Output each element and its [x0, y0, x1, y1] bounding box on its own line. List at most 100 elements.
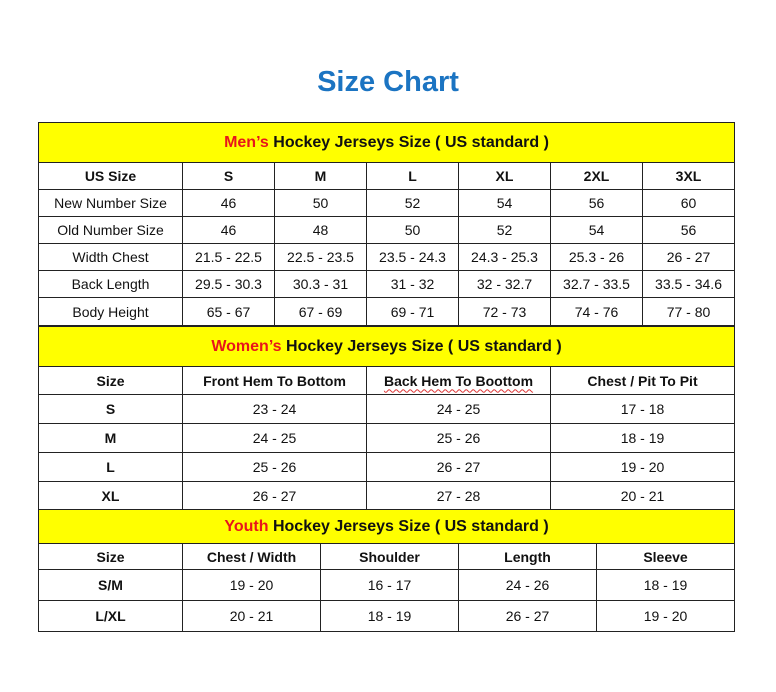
column-header: Chest / Width — [182, 543, 321, 570]
table-cell: 54 — [458, 189, 551, 217]
table-cell: 46 — [182, 189, 275, 217]
table-cell: 22.5 - 23.5 — [274, 243, 367, 271]
column-header: 3XL — [641, 162, 736, 190]
row-label: S/M — [38, 569, 183, 601]
heading-accent: Youth — [224, 517, 269, 535]
table-cell: 20 - 21 — [549, 481, 736, 510]
column-header: XL — [458, 162, 551, 190]
column-header-label: Sleeve — [643, 548, 688, 565]
table-cell: 56 — [550, 189, 643, 217]
womens-size-table: Women’s Hockey Jerseys Size ( US standar… — [37, 326, 736, 510]
page-title: Size Chart — [317, 66, 459, 98]
table-cell: 31 - 32 — [366, 270, 459, 298]
table-cell: 52 — [458, 216, 551, 244]
table-row: L 25 - 26 26 - 27 19 - 20 — [38, 452, 736, 482]
heading-accent: Women’s — [211, 337, 282, 355]
table-row: XL 26 - 27 27 - 28 20 - 21 — [38, 481, 736, 510]
table-cell: 54 — [550, 216, 643, 244]
table-cell: 18 - 19 — [549, 423, 736, 453]
column-header: M — [274, 162, 367, 190]
table-row: Old Number Size 46 48 50 52 54 56 — [38, 216, 736, 244]
row-label: Width Chest — [38, 243, 183, 271]
column-header-label: Front Hem To Bottom — [203, 372, 346, 389]
table-cell: 27 - 28 — [366, 481, 551, 510]
column-header-label: Chest / Pit To Pit — [587, 372, 698, 389]
table-row: S/M 19 - 20 16 - 17 24 - 26 18 - 19 — [38, 569, 736, 601]
table-cell: 24 - 25 — [366, 394, 551, 424]
table-row: M 24 - 25 25 - 26 18 - 19 — [38, 423, 736, 453]
table-cell: 56 — [641, 216, 736, 244]
youth-section-heading: Youth Hockey Jerseys Size ( US standard … — [37, 509, 736, 544]
table-cell: 60 — [641, 189, 736, 217]
table-cell: 21.5 - 22.5 — [182, 243, 275, 271]
column-header-label: Back Hem To Boottom — [383, 372, 534, 389]
table-cell: 46 — [182, 216, 275, 244]
womens-section-heading: Women’s Hockey Jerseys Size ( US standar… — [37, 326, 736, 367]
table-cell: 25 - 26 — [366, 423, 551, 453]
column-header: Size — [38, 543, 183, 570]
table-cell: 24.3 - 25.3 — [458, 243, 551, 271]
table-row: Width Chest 21.5 - 22.5 22.5 - 23.5 23.5 - … — [38, 243, 736, 271]
heading-text: Hockey Jerseys Size ( US standard ) — [268, 133, 549, 151]
table-cell: 26 - 27 — [366, 452, 551, 482]
header-row: Size Front Hem To Bottom Back Hem To Boott… — [38, 366, 736, 395]
row-label: Back Length — [38, 270, 183, 298]
table-row: L/XL 20 - 21 18 - 19 26 - 27 19 - 20 — [38, 600, 736, 632]
table-cell: 32 - 32.7 — [458, 270, 551, 298]
table-row: S 23 - 24 24 - 25 17 - 18 — [38, 394, 736, 424]
column-header-label: 2XL — [583, 168, 610, 184]
table-cell: 19 - 20 — [595, 600, 736, 632]
header-row: Size Chest / Width Shoulder Length Sleeve — [38, 543, 736, 570]
table-cell: 16 - 17 — [320, 569, 459, 601]
table-cell: 26 - 27 — [641, 243, 736, 271]
table-cell: 29.5 - 30.3 — [182, 270, 275, 298]
heading-text: Hockey Jerseys Size ( US standard ) — [281, 337, 562, 355]
youth-size-table: Youth Hockey Jerseys Size ( US standard … — [37, 509, 736, 632]
table-row: Back Length 29.5 - 30.3 30.3 - 31 31 - 32 32… — [38, 270, 736, 298]
table-cell: 26 - 27 — [458, 600, 597, 632]
table-cell: 50 — [274, 189, 367, 217]
column-header-label: 3XL — [675, 168, 702, 184]
table-cell: 67 - 69 — [274, 297, 367, 326]
row-label: M — [38, 423, 183, 453]
table-cell: 17 - 18 — [549, 394, 736, 424]
table-cell: 19 - 20 — [549, 452, 736, 482]
table-cell: 69 - 71 — [366, 297, 459, 326]
column-header: 2XL — [550, 162, 643, 190]
header-row: US Size S M L XL 2XL 3XL — [38, 162, 736, 190]
table-cell: 77 - 80 — [641, 297, 736, 326]
table-cell: 25 - 26 — [182, 452, 367, 482]
column-header-label: US Size — [84, 168, 137, 184]
mens-section-heading: Men’s Hockey Jerseys Size ( US standard … — [37, 122, 736, 163]
table-cell: 32.7 - 33.5 — [550, 270, 643, 298]
column-header: L — [366, 162, 459, 190]
table-cell: 20 - 21 — [182, 600, 321, 632]
column-header-label: M — [314, 168, 327, 184]
table-cell: 33.5 - 34.6 — [641, 270, 736, 298]
table-cell: 50 — [366, 216, 459, 244]
table-row: New Number Size 46 50 52 54 56 60 — [38, 189, 736, 217]
heading-accent: Men’s — [224, 133, 269, 151]
table-cell: 24 - 25 — [182, 423, 367, 453]
column-header: S — [182, 162, 275, 190]
column-header-label: Length — [504, 548, 551, 565]
column-header-label: Chest / Width — [206, 548, 297, 565]
table-cell: 18 - 19 — [595, 569, 736, 601]
row-label: Body Height — [38, 297, 183, 326]
table-cell: 52 — [366, 189, 459, 217]
row-label: XL — [38, 481, 183, 510]
table-cell: 23.5 - 24.3 — [366, 243, 459, 271]
column-header: Front Hem To Bottom — [182, 366, 367, 395]
table-cell: 48 — [274, 216, 367, 244]
column-header: Back Hem To Boottom — [366, 366, 551, 395]
table-cell: 26 - 27 — [182, 481, 367, 510]
column-header-label: Shoulder — [359, 548, 420, 565]
column-header: Shoulder — [320, 543, 459, 570]
table-cell: 72 - 73 — [458, 297, 551, 326]
column-header: US Size — [38, 162, 183, 190]
row-label: L/XL — [38, 600, 183, 632]
column-header: Chest / Pit To Pit — [549, 366, 736, 395]
table-cell: 74 - 76 — [550, 297, 643, 326]
table-cell: 18 - 19 — [320, 600, 459, 632]
column-header: Size — [38, 366, 183, 395]
